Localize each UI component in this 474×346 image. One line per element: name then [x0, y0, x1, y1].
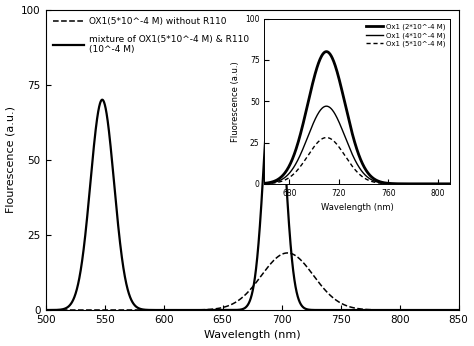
OX1(5*10^-4 M) without R110: [90, 308, 96, 312]
mixture of OX1(5*10^-4 M) & R110
(10^-4 M): [448, 308, 454, 312]
mixture of OX1(5*10^-4 M) & R110
(10^-4 M): [403, 308, 409, 312]
OX1(5*10^-4 M) without R110: [285, 251, 291, 255]
mixture of OX1(5*10^-4 M) & R110
(10^-4 M): [456, 308, 461, 312]
OX1(5*10^-4 M) without R110: [43, 308, 48, 312]
OX1(5*10^-4 M) without R110: [219, 306, 225, 310]
X-axis label: Wavelength (nm): Wavelength (nm): [204, 330, 301, 340]
OX1(5*10^-4 M) without R110: [456, 308, 461, 312]
Y-axis label: Flourescence (a.u.): Flourescence (a.u.): [6, 106, 16, 213]
Line: OX1(5*10^-4 M) without R110: OX1(5*10^-4 M) without R110: [46, 253, 458, 310]
Legend: OX1(5*10^-4 M) without R110, mixture of OX1(5*10^-4 M) & R110
(10^-4 M): OX1(5*10^-4 M) without R110, mixture of …: [50, 14, 252, 57]
mixture of OX1(5*10^-4 M) & R110
(10^-4 M): [43, 308, 48, 312]
OX1(5*10^-4 M) without R110: [201, 308, 207, 312]
OX1(5*10^-4 M) without R110: [403, 308, 409, 312]
Line: mixture of OX1(5*10^-4 M) & R110
(10^-4 M): mixture of OX1(5*10^-4 M) & R110 (10^-4 …: [46, 30, 458, 310]
mixture of OX1(5*10^-4 M) & R110
(10^-4 M): [114, 214, 120, 218]
mixture of OX1(5*10^-4 M) & R110
(10^-4 M): [90, 156, 96, 161]
mixture of OX1(5*10^-4 M) & R110
(10^-4 M): [272, 28, 277, 33]
OX1(5*10^-4 M) without R110: [448, 308, 454, 312]
mixture of OX1(5*10^-4 M) & R110
(10^-4 M): [219, 308, 225, 312]
OX1(5*10^-4 M) without R110: [114, 308, 120, 312]
mixture of OX1(5*10^-4 M) & R110
(10^-4 M): [201, 308, 207, 312]
